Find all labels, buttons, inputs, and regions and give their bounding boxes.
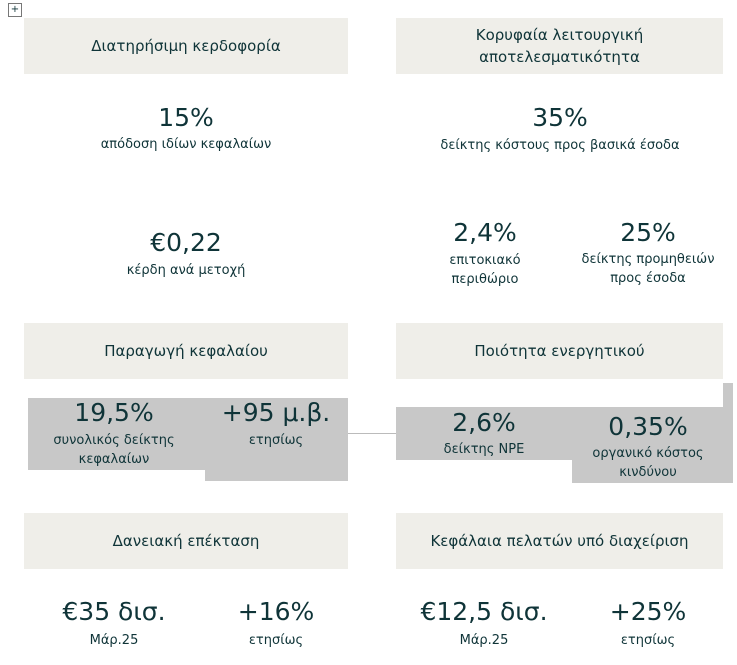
metric-label: δείκτης κόστους προς βασικά έσοδα <box>440 138 680 153</box>
metric-label: δείκτης προμηθειών προς έσοδα <box>581 252 715 286</box>
metric-value: 15% <box>158 103 214 132</box>
shade <box>205 398 348 481</box>
metric-label: Μάρ.25 <box>89 633 139 648</box>
section-title: Παραγωγή κεφαλαίου <box>24 323 348 379</box>
section-title: Διατηρήσιμη κερδοφορία <box>24 18 348 74</box>
metric-label: απόδοση ιδίων κεφαλαίων <box>100 137 272 152</box>
shade <box>28 398 205 470</box>
shade <box>572 407 723 483</box>
metric-value: +16% <box>237 597 315 626</box>
metric-label: οργανικό κόστος κινδύνου <box>592 446 704 480</box>
section-title: Ποιότητα ενεργητικού <box>396 323 723 379</box>
shade <box>723 383 733 483</box>
metric-label: συνολικός δείκτης κεφαλαίων <box>53 433 175 467</box>
move-handle[interactable]: + <box>8 3 22 17</box>
metric-value: €35 δισ. <box>62 597 166 626</box>
metric-value: 25% <box>620 218 676 247</box>
metric-label: ετησίως <box>248 433 304 448</box>
metric-value: +95 μ.β. <box>221 398 331 427</box>
shade <box>396 407 572 460</box>
metric-value: €12,5 δισ. <box>420 597 548 626</box>
metric-value: 2,4% <box>453 218 517 247</box>
section-title: Κεφάλαια πελατών υπό διαχείριση <box>396 513 723 569</box>
connector <box>348 433 396 434</box>
metric-value: 35% <box>532 103 588 132</box>
metric-label: επιτοκιακό περιθώριο <box>449 253 521 287</box>
metric-value: €0,22 <box>150 228 222 257</box>
section-title-box: Κορυφαία λειτουργική αποτελεσματικότητα <box>396 18 723 74</box>
metric-value: 2,6% <box>452 408 516 437</box>
metric-value: 0,35% <box>608 412 688 441</box>
metric-label: δείκτης NPE <box>443 442 525 457</box>
section-title: Δανειακή επέκταση <box>24 513 348 569</box>
metric-value: 19,5% <box>74 398 154 427</box>
section-title: Κορυφαία λειτουργική αποτελεσματικότητα <box>475 26 644 66</box>
metric-label: Μάρ.25 <box>459 633 509 648</box>
metric-label: ετησίως <box>620 633 676 648</box>
metric-value: +25% <box>609 597 687 626</box>
metric-label: κέρδη ανά μετοχή <box>126 263 246 278</box>
metric-label: ετησίως <box>248 633 304 648</box>
